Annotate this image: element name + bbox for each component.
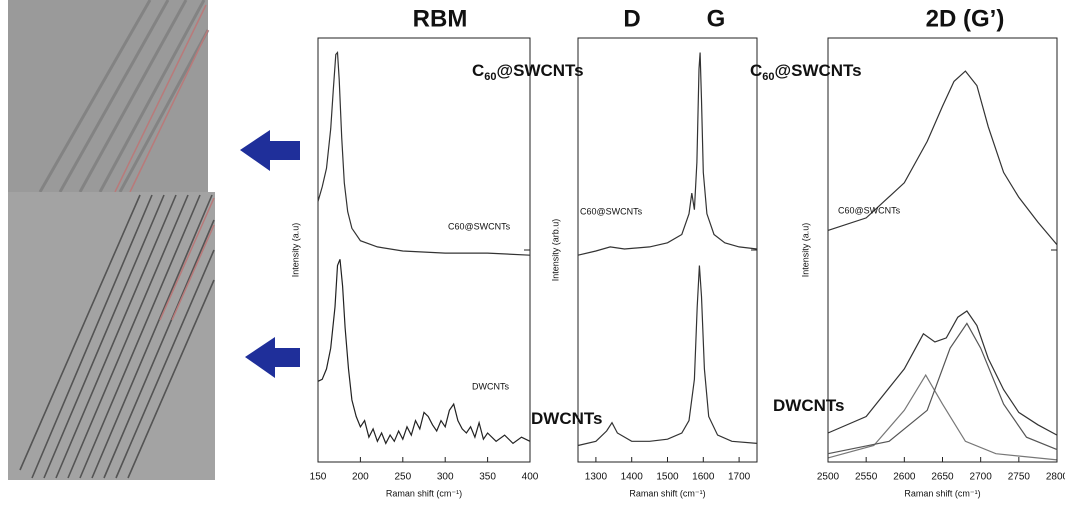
- sample-label: C60@SWCNTs: [750, 61, 862, 82]
- x-tick-label: 300: [437, 472, 454, 483]
- panel-header: RBM: [413, 5, 468, 32]
- x-tick-label: 2600: [893, 472, 916, 483]
- sample-label: C60@SWCNTs: [472, 61, 584, 82]
- panel-header: G: [707, 5, 726, 32]
- spectrum-line: [827, 373, 1058, 461]
- x-tick-label: 2550: [855, 472, 878, 483]
- x-tick-label: 1300: [585, 472, 608, 483]
- x-tick-label: 2750: [1008, 472, 1031, 483]
- y-axis-label: Intensity (a.u): [800, 223, 810, 278]
- label-part: @SWCNTs: [497, 61, 584, 80]
- spectrum-line: [317, 259, 531, 445]
- x-tick-label: 2700: [970, 472, 993, 483]
- x-tick-label: 2500: [817, 472, 840, 483]
- tem-image-top: [8, 0, 210, 193]
- x-tick-label: 1700: [728, 472, 751, 483]
- x-tick-label: 2650: [931, 472, 954, 483]
- x-axis-label: Raman shift (cm⁻¹): [629, 488, 705, 498]
- x-tick-label: 2800: [1046, 472, 1065, 483]
- arrow: [245, 337, 300, 378]
- y-axis-label: Intensity (arb.u): [550, 219, 560, 282]
- sample-label: DWCNTs: [773, 396, 844, 415]
- spectrum-line: [577, 52, 758, 256]
- label-subscript: 60: [484, 71, 496, 83]
- label-part: DWCNTs: [531, 409, 602, 428]
- x-tick-label: 350: [479, 472, 496, 483]
- arrow: [240, 130, 300, 171]
- label-part: C: [472, 61, 484, 80]
- curve-label: C60@SWCNTs: [448, 221, 511, 231]
- x-tick-label: 1600: [692, 472, 715, 483]
- spectrum-line: [827, 310, 1058, 436]
- x-tick-label: 1400: [621, 472, 644, 483]
- label-part: @SWCNTs: [775, 61, 862, 80]
- curve-label: C60@SWCNTs: [580, 206, 643, 216]
- spectrum-line: [577, 265, 758, 447]
- x-tick-label: 150: [310, 472, 327, 483]
- y-axis-label: Intensity (a.u): [290, 223, 300, 278]
- curve-label: C60@SWCNTs: [838, 205, 901, 215]
- plot-frame: [577, 37, 758, 463]
- panel-header: 2D (G’): [926, 5, 1005, 32]
- sample-label: DWCNTs: [531, 409, 602, 428]
- curve-label: DWCNTs: [472, 381, 509, 391]
- x-axis-label: Raman shift (cm⁻¹): [904, 488, 980, 498]
- x-tick-label: 200: [352, 472, 369, 483]
- tem-image-bottom: [8, 192, 215, 480]
- spectrum-line: [827, 322, 1058, 455]
- x-axis-label: Raman shift (cm⁻¹): [386, 488, 462, 498]
- spectrum-line: [317, 50, 531, 256]
- label-part: C: [750, 61, 762, 80]
- x-tick-label: 400: [522, 472, 539, 483]
- plot-frame: [317, 37, 531, 463]
- panel-header: D: [623, 5, 640, 32]
- x-tick-label: 1500: [656, 472, 679, 483]
- plot-frame: [827, 37, 1058, 463]
- label-subscript: 60: [762, 71, 774, 83]
- x-tick-label: 250: [394, 472, 411, 483]
- label-part: DWCNTs: [773, 396, 844, 415]
- spectrum-line: [827, 70, 1058, 246]
